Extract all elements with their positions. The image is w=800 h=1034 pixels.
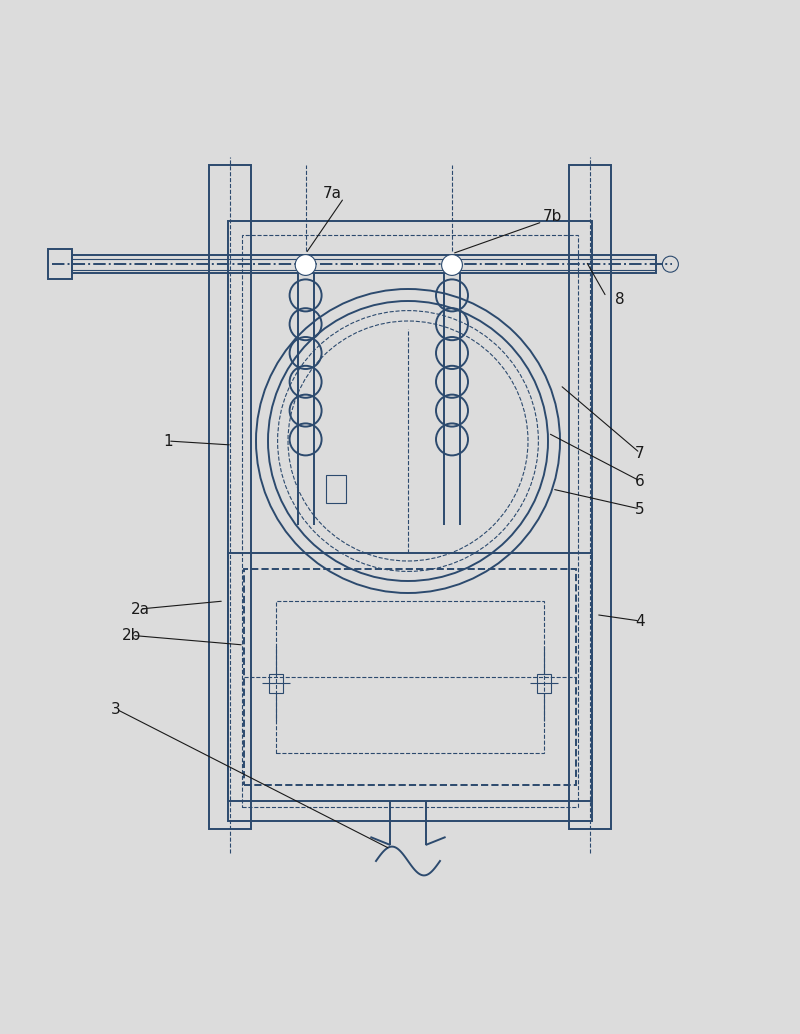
- Text: 7b: 7b: [542, 209, 562, 223]
- Bar: [242, 236, 578, 807]
- Text: 8: 8: [615, 292, 625, 307]
- Bar: [228, 553, 592, 801]
- Bar: [276, 601, 544, 753]
- Text: 3: 3: [111, 701, 121, 717]
- Circle shape: [295, 254, 316, 275]
- Bar: [228, 221, 592, 821]
- Text: 1: 1: [163, 433, 173, 449]
- Text: 4: 4: [635, 613, 645, 629]
- Text: 7a: 7a: [322, 185, 342, 201]
- Text: 6: 6: [635, 474, 645, 488]
- Bar: [210, 165, 251, 829]
- Text: 2b: 2b: [122, 628, 142, 643]
- Bar: [48, 249, 72, 279]
- Text: 7: 7: [635, 446, 645, 460]
- Text: 5: 5: [635, 501, 645, 517]
- Bar: [244, 569, 576, 785]
- Text: 2a: 2a: [130, 602, 150, 616]
- Bar: [569, 165, 610, 829]
- Circle shape: [442, 254, 462, 275]
- Bar: [269, 674, 283, 693]
- Bar: [326, 475, 346, 504]
- Bar: [537, 674, 551, 693]
- Bar: [72, 255, 656, 273]
